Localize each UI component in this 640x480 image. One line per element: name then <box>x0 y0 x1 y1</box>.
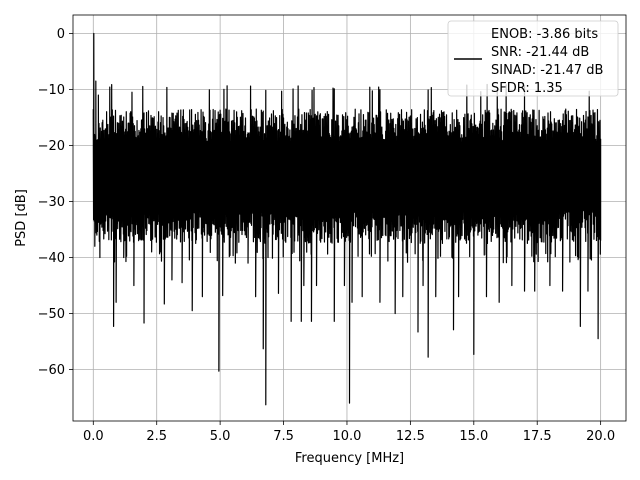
y-tick-label: −10 <box>38 83 65 98</box>
x-tick-label: 7.5 <box>273 429 294 444</box>
x-tick-label: 5.0 <box>210 429 231 444</box>
x-tick-label: 20.0 <box>586 429 615 444</box>
x-tick-label: 12.5 <box>396 429 425 444</box>
legend-label: ENOB: -3.86 bits SNR: -21.44 dB SINAD: -21… <box>491 27 603 96</box>
y-tick-label: −60 <box>38 363 65 378</box>
psd-series-line <box>92 32 602 406</box>
series-layer <box>92 32 602 406</box>
x-tick-label: 0.0 <box>83 429 104 444</box>
legend: ENOB: -3.86 bits SNR: -21.44 dB SINAD: -21… <box>447 20 619 97</box>
y-tick-label: 0 <box>57 27 65 42</box>
y-axis-label: PSD [dB] <box>14 189 29 247</box>
legend-line: SFDR: 1.35 <box>491 81 563 96</box>
legend-line: ENOB: -3.86 bits <box>491 27 598 42</box>
x-axis: 0.0 2.5 5.0 7.5 10.0 12.5 15.0 17.5 20.0 <box>83 421 615 444</box>
legend-line: SINAD: -21.47 dB <box>491 63 603 78</box>
x-tick-label: 10.0 <box>332 429 361 444</box>
legend-line: SNR: -21.44 dB <box>491 45 589 60</box>
y-tick-label: −40 <box>38 251 65 266</box>
legend-box <box>447 20 619 97</box>
x-tick-label: 15.0 <box>459 429 488 444</box>
plot-frame <box>72 14 627 422</box>
x-tick-label: 2.5 <box>146 429 167 444</box>
x-tick-label: 17.5 <box>523 429 552 444</box>
y-tick-label: −20 <box>38 139 65 154</box>
y-axis: 0 −10 −20 −30 −40 −50 −60 <box>38 27 73 378</box>
y-tick-label: −30 <box>38 195 65 210</box>
y-tick-label: −50 <box>38 307 65 322</box>
x-axis-label: Frequency [MHz] <box>295 451 404 466</box>
